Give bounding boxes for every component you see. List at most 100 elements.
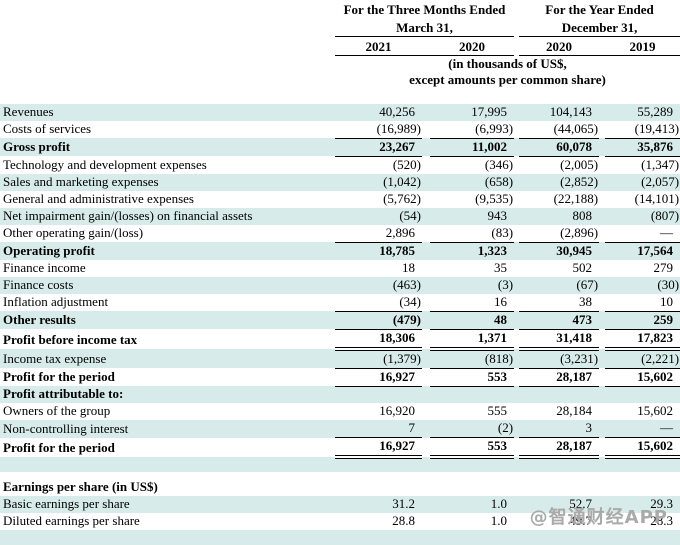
cell-value: 502 [519, 260, 599, 277]
cell-value: 553 [430, 368, 514, 386]
header-empty-cell [0, 18, 335, 36]
cell-value: 15,602 [605, 438, 680, 458]
cell-value [605, 386, 680, 403]
cell-value: 15,602 [605, 368, 680, 386]
column-gap [422, 368, 430, 386]
cell-value: 35,876 [605, 138, 680, 156]
cell-value: (658) [430, 174, 514, 191]
cell-value: (16,989) [335, 121, 422, 139]
row-label: Profit for the period [0, 368, 335, 386]
column-gap [422, 277, 430, 294]
header-date-row: March 31, December 31, [0, 18, 680, 36]
column-gap [422, 260, 430, 277]
cell-value: 28,187 [519, 368, 599, 386]
cell-value [430, 530, 514, 545]
cell-value: (34) [335, 294, 422, 312]
cell-value: (5,762) [335, 191, 422, 208]
cell-value: 279 [605, 260, 680, 277]
cell-value: (818) [430, 349, 514, 369]
cell-value: (19,413) [605, 121, 680, 139]
cell-value: 11,002 [430, 138, 514, 156]
cell-value [430, 457, 514, 472]
row-label: Net impairment gain/(losses) on financia… [0, 208, 335, 225]
units-note-line2: except amounts per common share) [335, 72, 680, 88]
row-label: Other results [0, 311, 335, 329]
cell-value: 1,371 [430, 329, 514, 349]
cell-value: 16,927 [335, 368, 422, 386]
cell-value: 38 [519, 294, 599, 312]
cell-value: 29.3 [605, 496, 680, 513]
cell-value: 28.3 [605, 513, 680, 530]
table-row: Income tax expense(1,379)(818)(3,231)(2,… [0, 349, 680, 369]
row-label: Diluted earnings per share [0, 513, 335, 530]
cell-value: 18,306 [335, 329, 422, 349]
units-note-row: except amounts per common share) [0, 72, 680, 88]
cell-value: 30,945 [519, 242, 599, 260]
cell-value: (807) [605, 208, 680, 225]
cell-value: 17,995 [430, 104, 514, 121]
cell-value: 18,785 [335, 242, 422, 260]
row-label: Operating profit [0, 242, 335, 260]
row-label: Costs of services [0, 121, 335, 139]
cell-value: (6,993) [430, 121, 514, 139]
row-label [0, 530, 335, 545]
column-gap [422, 403, 430, 420]
cell-value: (346) [430, 156, 514, 174]
cell-value: 48 [430, 311, 514, 329]
cell-value: (67) [519, 277, 599, 294]
column-gap [422, 472, 430, 496]
cell-value: 1.0 [430, 496, 514, 513]
cell-value: 104,143 [519, 104, 599, 121]
cell-value: 1.0 [430, 513, 514, 530]
cell-value: (2,057) [605, 174, 680, 191]
row-label: Profit for the period [0, 438, 335, 458]
cell-value: (14,101) [605, 191, 680, 208]
header-empty-cell [0, 36, 335, 55]
cell-value [519, 457, 599, 472]
row-label: Owners of the group [0, 403, 335, 420]
cell-value [519, 472, 599, 496]
cell-value: 2,896 [335, 225, 422, 243]
cell-value: 28,187 [519, 438, 599, 458]
financial-statement-sheet: For the Three Months Ended For the Year … [0, 0, 680, 531]
row-label: Finance costs [0, 277, 335, 294]
column-gap [422, 349, 430, 369]
row-label: Finance income [0, 260, 335, 277]
cell-value [430, 386, 514, 403]
cell-value: (2,896) [519, 225, 599, 243]
cell-value: 28.8 [335, 513, 422, 530]
column-gap [422, 208, 430, 225]
cell-value: (479) [335, 311, 422, 329]
cell-value: (463) [335, 277, 422, 294]
row-label: Non-controlling interest [0, 420, 335, 438]
cell-value: 60,078 [519, 138, 599, 156]
cell-value: (1,379) [335, 349, 422, 369]
cell-value: 473 [519, 311, 599, 329]
cell-value: (520) [335, 156, 422, 174]
column-gap [422, 438, 430, 458]
cell-value: — [605, 225, 680, 243]
row-label: Other operating gain/(loss) [0, 225, 335, 243]
spacer-cell [0, 88, 680, 104]
column-gap [422, 311, 430, 329]
cell-value: 16,920 [335, 403, 422, 420]
header-empty-cell [0, 0, 335, 18]
header-years-row: 2021 2020 2020 2019 [0, 36, 680, 55]
cell-value: — [605, 420, 680, 438]
cell-value: 40,256 [335, 104, 422, 121]
cell-value: (3,231) [519, 349, 599, 369]
table-row [0, 457, 680, 472]
cell-value: (30) [605, 277, 680, 294]
row-label: Revenues [0, 104, 335, 121]
